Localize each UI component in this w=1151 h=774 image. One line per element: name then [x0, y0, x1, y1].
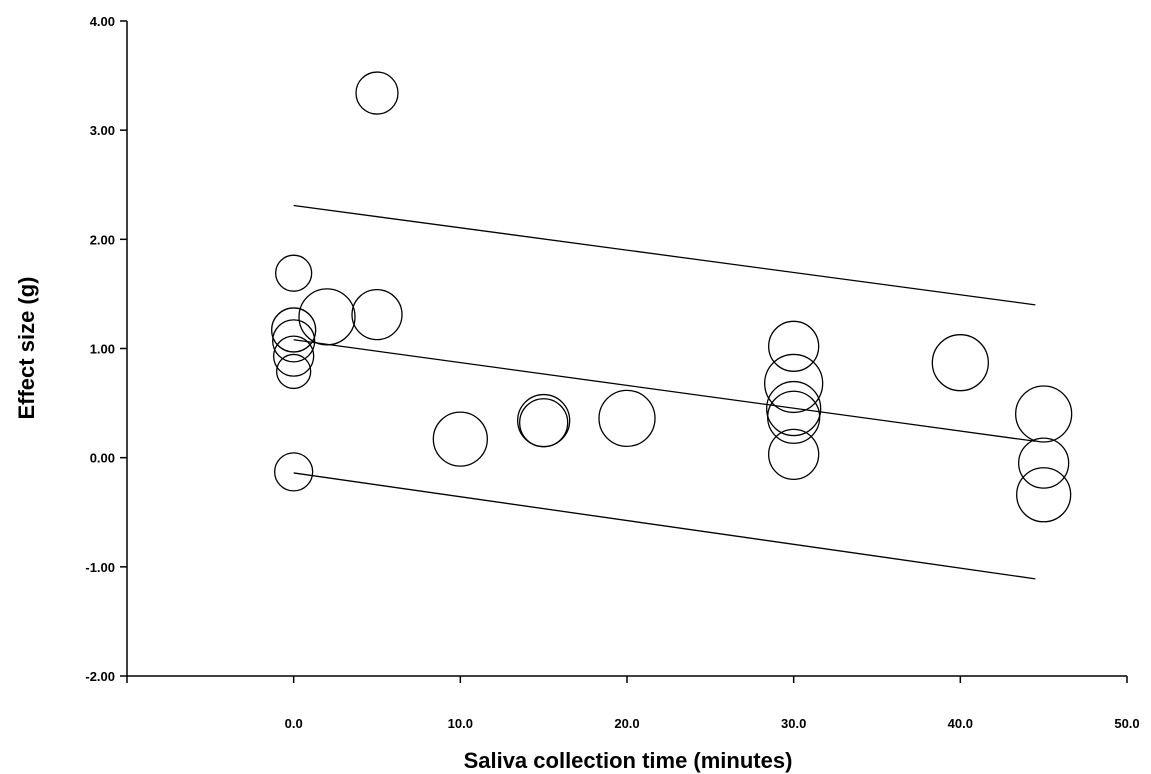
- y-tick-label: -1.00: [85, 560, 115, 575]
- data-point: [276, 353, 312, 390]
- y-tick-label: 3.00: [90, 123, 115, 138]
- data-point: [598, 389, 656, 448]
- x-tick-label: 40.0: [948, 716, 973, 731]
- line-regression: [293, 339, 1036, 442]
- data-point: [355, 71, 399, 115]
- x-tick-label: 10.0: [448, 716, 473, 731]
- y-tick-label: 4.00: [90, 14, 115, 29]
- y-tick-label: 0.00: [90, 451, 115, 466]
- data-point: [275, 254, 313, 292]
- data-point: [1018, 437, 1070, 489]
- data-point: [271, 307, 317, 353]
- data-points: [271, 71, 1073, 523]
- data-point: [298, 288, 356, 346]
- line-lower: [293, 472, 1036, 580]
- x-tick-label: 0.0: [285, 716, 303, 731]
- line-upper: [293, 204, 1036, 306]
- regression-lines: [293, 204, 1036, 580]
- x-tick-label: 30.0: [781, 716, 806, 731]
- y-tick-label: 2.00: [90, 232, 115, 247]
- data-point: [768, 320, 820, 372]
- data-point: [766, 380, 822, 437]
- x-axis-title: Saliva collection time (minutes): [464, 748, 793, 773]
- y-axis-title: Effect size (g): [14, 276, 39, 419]
- data-point: [1015, 385, 1073, 443]
- data-point: [931, 334, 989, 392]
- x-tick-label: 20.0: [614, 716, 639, 731]
- data-point: [432, 411, 488, 467]
- data-point: [519, 398, 569, 448]
- data-point: [351, 289, 403, 341]
- data-point: [768, 428, 820, 481]
- axes: -2.00 -1.00 0.00 1.00 2.00 3.00 4.00 0.0 10.0 20.…: [85, 14, 1139, 731]
- data-point: [767, 390, 821, 444]
- x-tick-label: 50.0: [1114, 716, 1139, 731]
- data-point: [273, 335, 315, 377]
- y-tick-label: 1.00: [90, 342, 115, 357]
- data-point: [764, 353, 824, 414]
- y-tick-label: -2.00: [85, 669, 115, 684]
- data-point: [272, 319, 316, 363]
- data-point: [1016, 467, 1072, 523]
- data-point: [274, 452, 314, 492]
